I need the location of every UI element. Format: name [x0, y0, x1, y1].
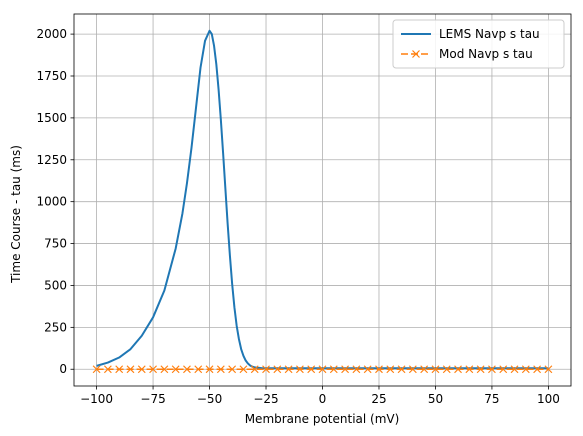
series-2-marker [216, 365, 225, 374]
legend-marker-2 [412, 50, 420, 58]
series-2-marker [318, 365, 327, 374]
series-2-marker [352, 365, 361, 374]
series-2-marker [397, 365, 406, 374]
series-2-marker [183, 365, 191, 374]
series-2-marker [544, 365, 553, 374]
x-tick-label: −25 [253, 392, 278, 406]
series-2-marker [171, 365, 180, 374]
legend-label-1: LEMS Navp s tau [439, 27, 540, 41]
x-tick-label: 100 [537, 392, 560, 406]
y-tick-label: 1750 [36, 69, 67, 83]
series-2-marker [295, 365, 304, 374]
series-2-marker [442, 365, 451, 374]
series-2-marker [239, 365, 248, 374]
series-2-marker [454, 365, 462, 374]
series-2-marker [250, 365, 259, 374]
series-2-marker [262, 365, 270, 374]
x-tick-label: 25 [371, 392, 386, 406]
series-2-marker [307, 365, 316, 374]
series-2-marker [420, 365, 429, 374]
y-tick-label: 500 [44, 278, 67, 292]
x-tick-label: 75 [484, 392, 499, 406]
series-2-marker [194, 365, 203, 374]
series-line-1 [96, 29, 549, 370]
series-2-marker [205, 365, 214, 374]
series-2-marker [431, 365, 440, 374]
x-axis-label: Membrane potential (mV) [245, 412, 400, 426]
y-tick-label: 750 [44, 237, 67, 251]
series-2-marker [386, 365, 395, 374]
series-2-marker [510, 365, 519, 374]
x-tick-label: 50 [428, 392, 443, 406]
series-2-marker [476, 365, 485, 374]
y-axis-label: Time Course - tau (ms) [9, 145, 23, 284]
series-2-marker [92, 365, 101, 374]
axes-layer: −100 −75 −50 −25 0 25 50 75 10002505007501000125… [36, 13, 572, 406]
series-2-marker [375, 365, 383, 374]
series-2-marker [533, 365, 542, 374]
plot-layer [92, 29, 553, 374]
series-2-marker [408, 365, 417, 374]
series-2-marker [160, 365, 169, 374]
series-2-marker [341, 365, 350, 374]
series-2-marker [329, 365, 338, 374]
series-2-marker [488, 365, 496, 374]
y-tick-label: 1250 [36, 153, 67, 167]
series-2-marker [465, 365, 474, 374]
series-2-marker [149, 365, 157, 374]
series-2-marker [284, 365, 293, 374]
y-tick-label: 0 [59, 362, 67, 376]
y-tick-label: 2000 [36, 27, 67, 41]
series-2-marker [115, 365, 124, 374]
series-2-marker [363, 365, 372, 374]
legend-layer: LEMS Navp s tau Mod Navp s tau [392, 19, 565, 69]
series-2-marker [126, 365, 135, 374]
x-tick-label: −75 [140, 392, 165, 406]
series-2-marker [521, 365, 530, 374]
series-2-marker [137, 365, 146, 374]
y-tick-label: 250 [44, 320, 67, 334]
series-2-marker [499, 365, 508, 374]
x-tick-label: −100 [80, 392, 113, 406]
legend-label-2: Mod Navp s tau [439, 47, 533, 61]
y-tick-label: 1000 [36, 195, 67, 209]
series-2-marker [273, 365, 282, 374]
x-tick-label: 0 [319, 392, 327, 406]
legend-box [392, 19, 565, 69]
series-2-marker [228, 365, 237, 374]
y-tick-label: 1500 [36, 111, 67, 125]
series-2-marker [103, 365, 112, 374]
x-tick-label: −50 [197, 392, 222, 406]
